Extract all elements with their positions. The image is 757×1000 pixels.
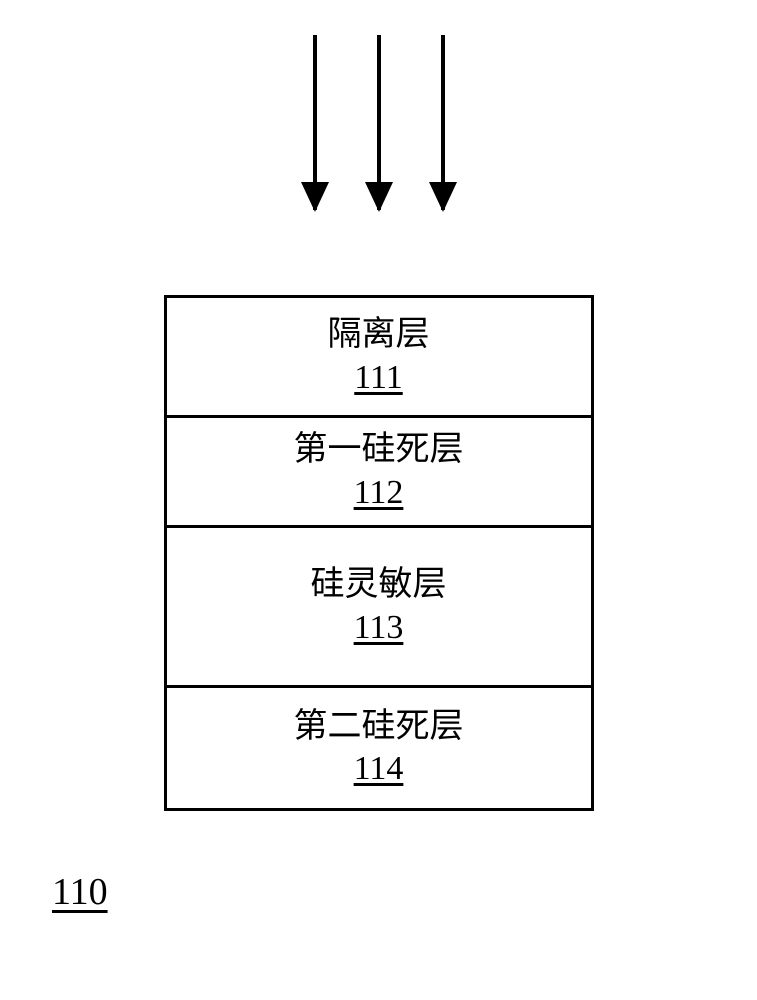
assembly-ref-label: 110 [52,870,108,914]
arrow-3 [441,35,445,210]
arrow-2 [377,35,381,210]
layer-ref: 112 [354,472,404,515]
layer-ref: 113 [354,607,404,650]
layer-ref: 111 [354,357,402,400]
layer-ref: 114 [354,748,404,791]
layer-second-si-dead: 第二硅死层 114 [167,688,591,808]
layer-first-si-dead: 第一硅死层 112 [167,418,591,528]
arrow-1 [313,35,317,210]
layer-label: 隔离层 [328,314,430,357]
layer-label: 第一硅死层 [294,429,464,472]
layer-isolation: 隔离层 111 [167,298,591,418]
layer-label: 第二硅死层 [294,706,464,749]
layer-stack: 隔离层 111 第一硅死层 112 硅灵敏层 113 第二硅死层 114 [164,295,594,811]
incident-arrows [0,35,757,235]
diagram-canvas: 隔离层 111 第一硅死层 112 硅灵敏层 113 第二硅死层 114 110 [0,0,757,1000]
layer-label: 硅灵敏层 [311,564,447,607]
layer-si-sensitive: 硅灵敏层 113 [167,528,591,688]
